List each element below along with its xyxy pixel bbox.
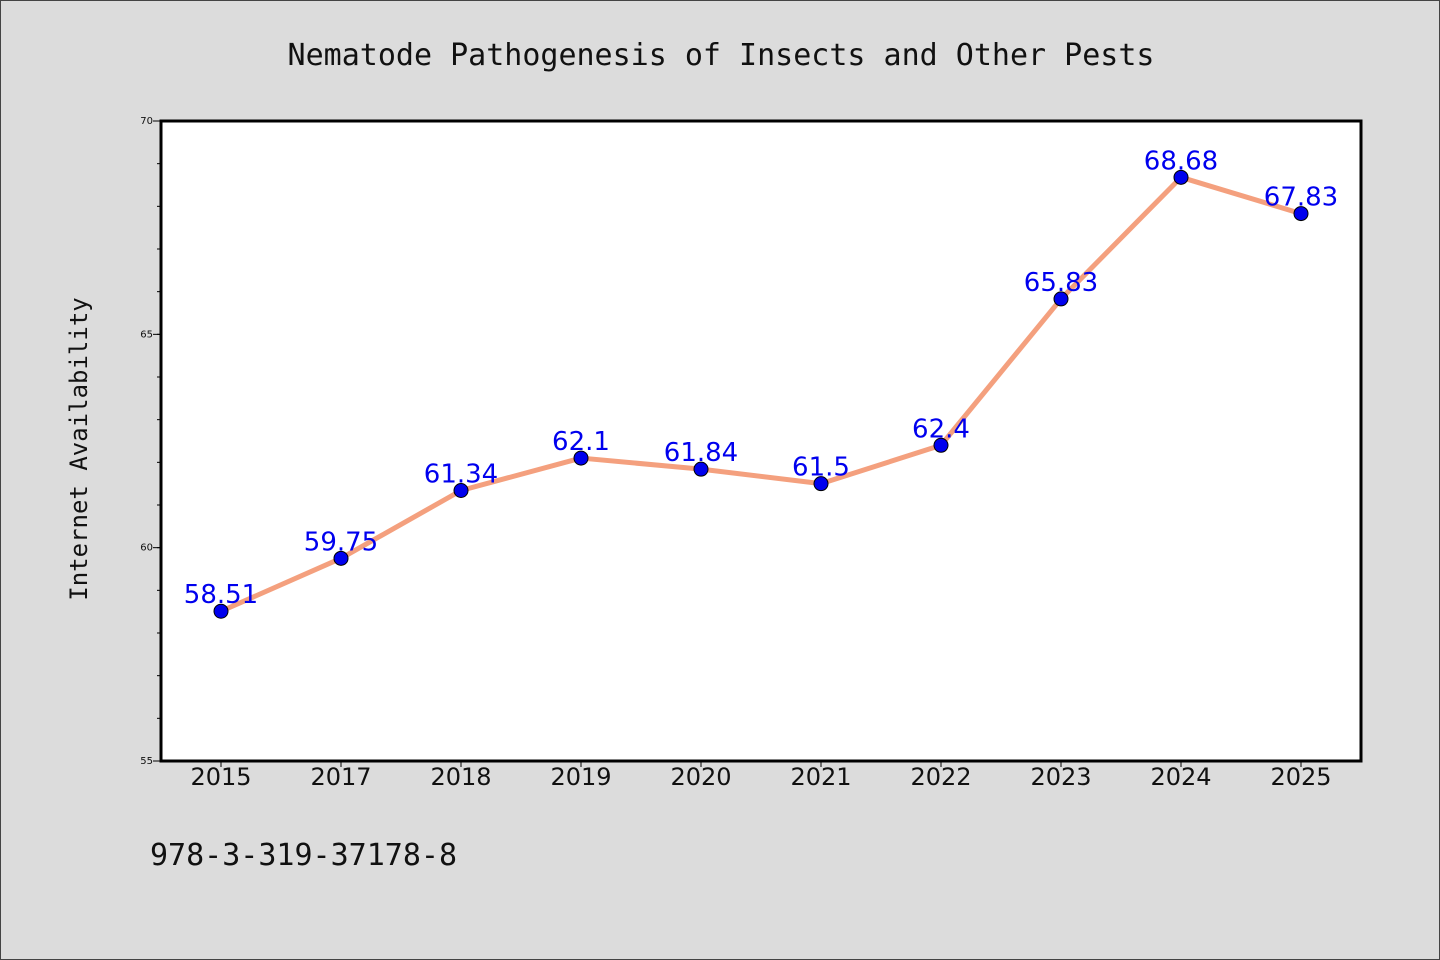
x-tick-label: 2020	[670, 763, 731, 791]
data-label: 65.83	[1024, 268, 1098, 298]
data-point	[333, 550, 349, 566]
y-axis-label: Internet Availability	[65, 297, 93, 600]
data-label: 67.83	[1264, 183, 1338, 213]
data-label: 61.34	[424, 459, 498, 489]
data-point	[453, 482, 469, 498]
footer-isbn: 978-3-319-37178-8	[150, 838, 457, 873]
x-tick-label: 2018	[430, 763, 491, 791]
data-label: 61.84	[664, 438, 738, 468]
data-markers	[213, 169, 1309, 619]
data-point	[1293, 206, 1309, 222]
x-tick-label: 2025	[1270, 763, 1331, 791]
x-tick-label: 2019	[550, 763, 611, 791]
chart-title: Nematode Pathogenesis of Insects and Oth…	[288, 38, 1155, 73]
y-tick-label: 55	[140, 756, 153, 767]
x-tick-label: 2015	[190, 763, 251, 791]
data-point	[693, 461, 709, 477]
y-axis: 55 60 65 70	[140, 116, 161, 767]
data-label: 68.68	[1144, 146, 1218, 176]
x-axis: 2015 2017 2018 2019 2020 2021 2022 2023 2024 2025	[190, 761, 1332, 791]
data-label: 58.51	[184, 580, 258, 610]
series-line	[218, 174, 1304, 614]
y-tick-label: 65	[140, 329, 153, 340]
x-tick-label: 2017	[310, 763, 371, 791]
x-tick-label: 2024	[1150, 763, 1211, 791]
x-tick-label: 2023	[1030, 763, 1091, 791]
data-point	[1173, 169, 1189, 185]
data-label: 62.4	[912, 414, 970, 444]
data-point	[1053, 291, 1069, 307]
data-point	[213, 603, 229, 619]
y-tick-label: 60	[140, 543, 153, 554]
data-point	[813, 476, 829, 492]
data-labels: 58.51 59.75 61.34 62.1 61.84 61.5 62.4 65.83 68.…	[184, 146, 1338, 610]
y-tick-label: 70	[140, 116, 153, 127]
x-tick-label: 2021	[790, 763, 851, 791]
x-tick-label: 2022	[910, 763, 971, 791]
data-point	[933, 437, 949, 453]
data-point	[573, 450, 589, 466]
plot-area	[159, 119, 1363, 763]
data-label: 61.5	[792, 453, 850, 483]
data-label: 59.75	[304, 527, 378, 557]
data-label: 62.1	[552, 427, 610, 457]
